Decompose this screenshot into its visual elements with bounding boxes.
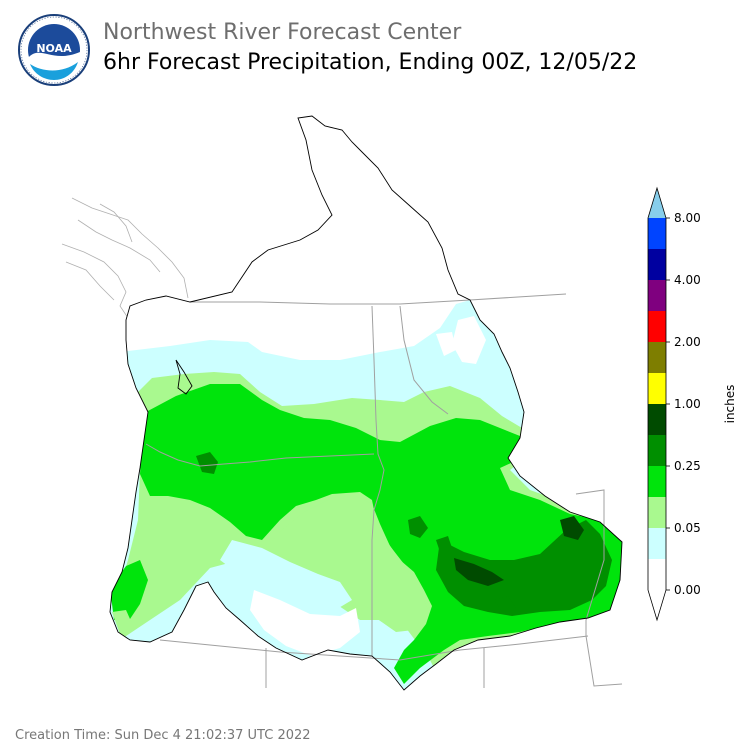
noaa-logo-text: NOAA: [36, 42, 72, 55]
colorbar-bin: [648, 373, 666, 404]
colorbar-tick-label: 0.25: [674, 459, 701, 473]
colorbar-bin: [648, 249, 666, 280]
product-title: 6hr Forecast Precipitation, Ending 00Z, …: [103, 50, 638, 75]
colorbar-bin: [648, 280, 666, 311]
noaa-logo-icon: NOAA: [18, 14, 90, 86]
colorbar-tick-label: 0.00: [674, 583, 701, 597]
precipitation-field: [110, 116, 622, 690]
coastline-water-features: [61, 197, 189, 329]
colorbar-tick-label: 4.00: [674, 273, 701, 287]
basin-outline: [109, 115, 623, 691]
precipitation-colorbar: 0.00 0.05 0.25 1.00 2.00 4.00 8.00 inches: [640, 180, 756, 630]
agency-title: Northwest River Forecast Center: [103, 20, 462, 45]
colorbar-bin: [648, 218, 666, 249]
creation-time: Creation Time: Sun Dec 4 21:02:37 UTC 20…: [15, 728, 311, 743]
colorbar-bin: [648, 497, 666, 528]
state-boundaries: [145, 293, 623, 688]
colorbar-tick-label: 1.00: [674, 397, 701, 411]
colorbar-bin: [648, 559, 666, 620]
colorbar-tick-label: 0.05: [674, 521, 701, 535]
header: NOAA Northwest River Forecast Center 6hr…: [0, 0, 756, 100]
colorbar-tick-label: 8.00: [674, 211, 701, 225]
colorbar-bin: [648, 435, 666, 466]
colorbar-tick-label: 2.00: [674, 335, 701, 349]
colorbar-bin: [648, 466, 666, 497]
colorbar-bin: [648, 311, 666, 342]
precipitation-map: [0, 100, 640, 720]
colorbar-bin: [648, 528, 666, 559]
colorbar-bin: [648, 342, 666, 373]
colorbar-bin: [648, 188, 666, 218]
colorbar-bin: [648, 404, 666, 435]
colorbar-unit-label: inches: [723, 385, 737, 424]
